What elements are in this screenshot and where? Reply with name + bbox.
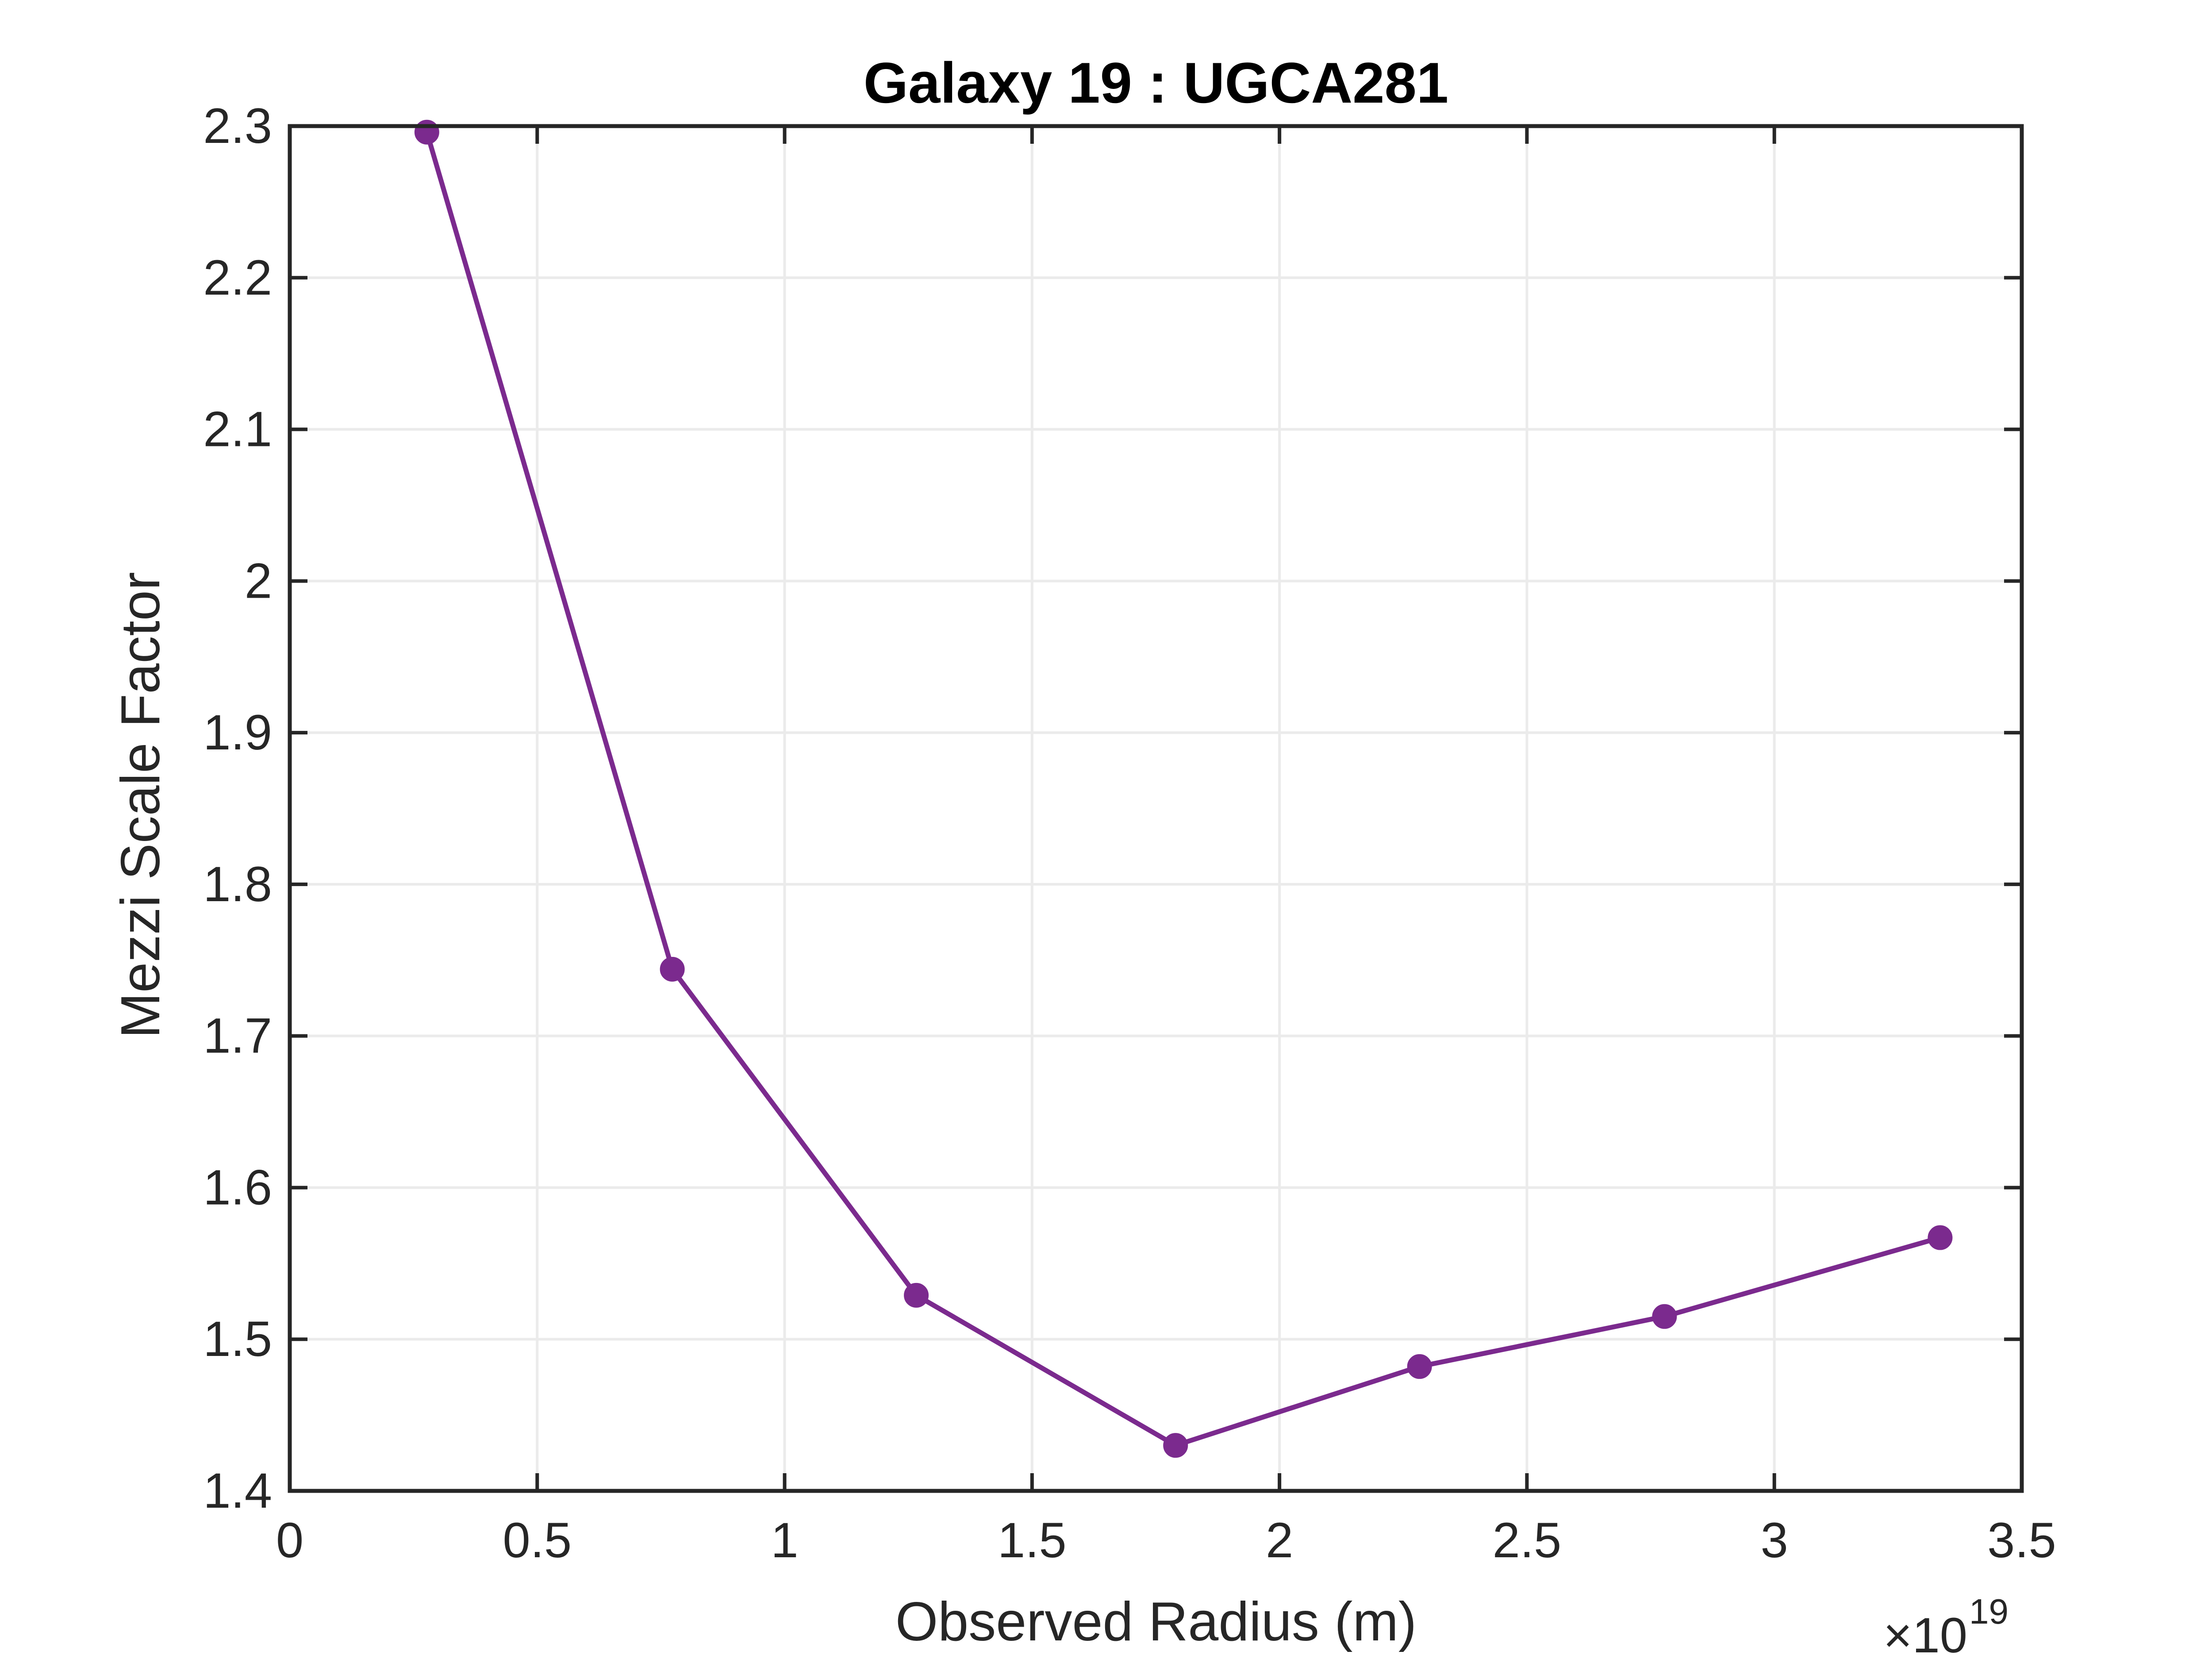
x-exponent-label: ×10 19 [1883, 1592, 2008, 1659]
x-tick-label: 0.5 [503, 1513, 572, 1568]
data-point [1407, 1354, 1432, 1379]
data-point [1652, 1304, 1677, 1329]
y-tick-label: 1.9 [203, 705, 272, 760]
y-tick-label: 1.6 [203, 1160, 272, 1215]
data-point [1928, 1225, 1953, 1250]
data-point [904, 1283, 929, 1308]
y-tick-label: 1.8 [203, 856, 272, 912]
data-point [660, 956, 685, 982]
x-tick-label: 3 [1761, 1513, 1788, 1568]
x-tick-label: 1 [771, 1513, 798, 1568]
x-exponent-times: ×10 [1883, 1608, 1967, 1659]
x-axis-label: Observed Radius (m) [895, 1591, 1417, 1652]
tick-labels: 0 0.5 1 1.5 2 2.5 3 3.5 1.4 1.5 1.6 1.7 1.8 1.9 2 2.1 2.… [203, 98, 2056, 1568]
chart-title: Galaxy 19 : UGCA281 [864, 50, 1448, 115]
x-exponent-power: 19 [1969, 1592, 2008, 1631]
plot-frame [288, 124, 2024, 1493]
y-tick-label: 1.5 [203, 1311, 272, 1367]
series-layer [414, 119, 1953, 1458]
x-tick-label: 2 [1266, 1513, 1293, 1568]
x-tick-label: 2.5 [1493, 1513, 1562, 1568]
x-tick-label: 3.5 [1987, 1513, 2056, 1568]
y-tick-label: 2.2 [203, 250, 272, 305]
y-tick-label: 2 [245, 553, 272, 608]
x-tick-label: 1.5 [998, 1513, 1067, 1568]
y-tick-label: 2.1 [203, 402, 272, 457]
y-tick-label: 1.4 [203, 1463, 272, 1518]
x-tick-label: 0 [276, 1513, 303, 1568]
y-tick-label: 1.7 [203, 1008, 272, 1064]
y-tick-label: 2.3 [203, 98, 272, 154]
data-point [1163, 1433, 1188, 1458]
y-axis-label: Mezzi Scale Factor [110, 572, 171, 1038]
axes [288, 124, 2024, 1493]
